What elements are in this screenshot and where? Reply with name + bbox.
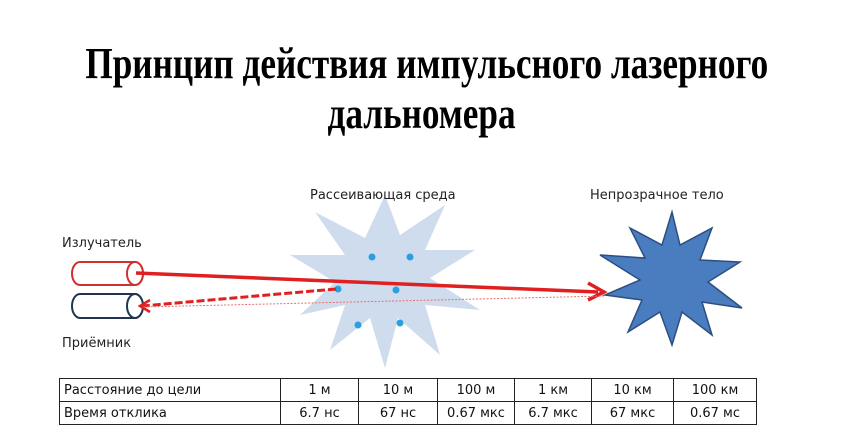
table-cell: 67 мкс xyxy=(591,401,674,425)
table-cell: 100 км xyxy=(673,378,757,402)
emitter-label: Излучатель xyxy=(62,236,142,251)
table-cell: 67 нс xyxy=(358,401,438,425)
opaque-body-shape xyxy=(599,209,743,348)
row-header: Расстояние до цели xyxy=(59,378,281,402)
table-cell: 0.67 мс xyxy=(673,401,757,425)
receiver-icon xyxy=(71,293,144,319)
table-cell: 1 км xyxy=(514,378,592,402)
table-cell: 100 м xyxy=(437,378,515,402)
scattering-medium-label: Рассеивающая среда xyxy=(310,188,456,203)
table-cell: 0.67 мкс xyxy=(437,401,515,425)
emitter-icon xyxy=(71,261,144,286)
opaque-body-label: Непрозрачное тело xyxy=(590,188,724,203)
table-cell: 6.7 нс xyxy=(280,401,359,425)
table-row: Расстояние до цели 1 м 10 м 100 м 1 км 1… xyxy=(59,378,757,402)
title-line-2: дальномера xyxy=(327,89,516,138)
range-time-table: Расстояние до цели 1 м 10 м 100 м 1 км 1… xyxy=(59,378,757,425)
laser-beam xyxy=(135,271,599,294)
table-cell: 1 м xyxy=(280,378,359,402)
scattering-particles xyxy=(334,253,414,329)
table-cell: 6.7 мкс xyxy=(514,401,592,425)
table-row: Время отклика 6.7 нс 67 нс 0.67 мкс 6.7 … xyxy=(59,401,757,425)
scattered-return-beam xyxy=(141,287,337,308)
row-header: Время отклика xyxy=(59,401,281,425)
laser-beam-arrowhead xyxy=(587,281,608,302)
receiver-label: Приёмник xyxy=(62,336,132,351)
title-line-1: Принцип действия импульсного лазерного xyxy=(85,39,769,88)
target-return-beam xyxy=(141,295,605,308)
return-arrowhead xyxy=(137,298,151,314)
table-cell: 10 м xyxy=(358,378,438,402)
table-cell: 10 км xyxy=(591,378,674,402)
